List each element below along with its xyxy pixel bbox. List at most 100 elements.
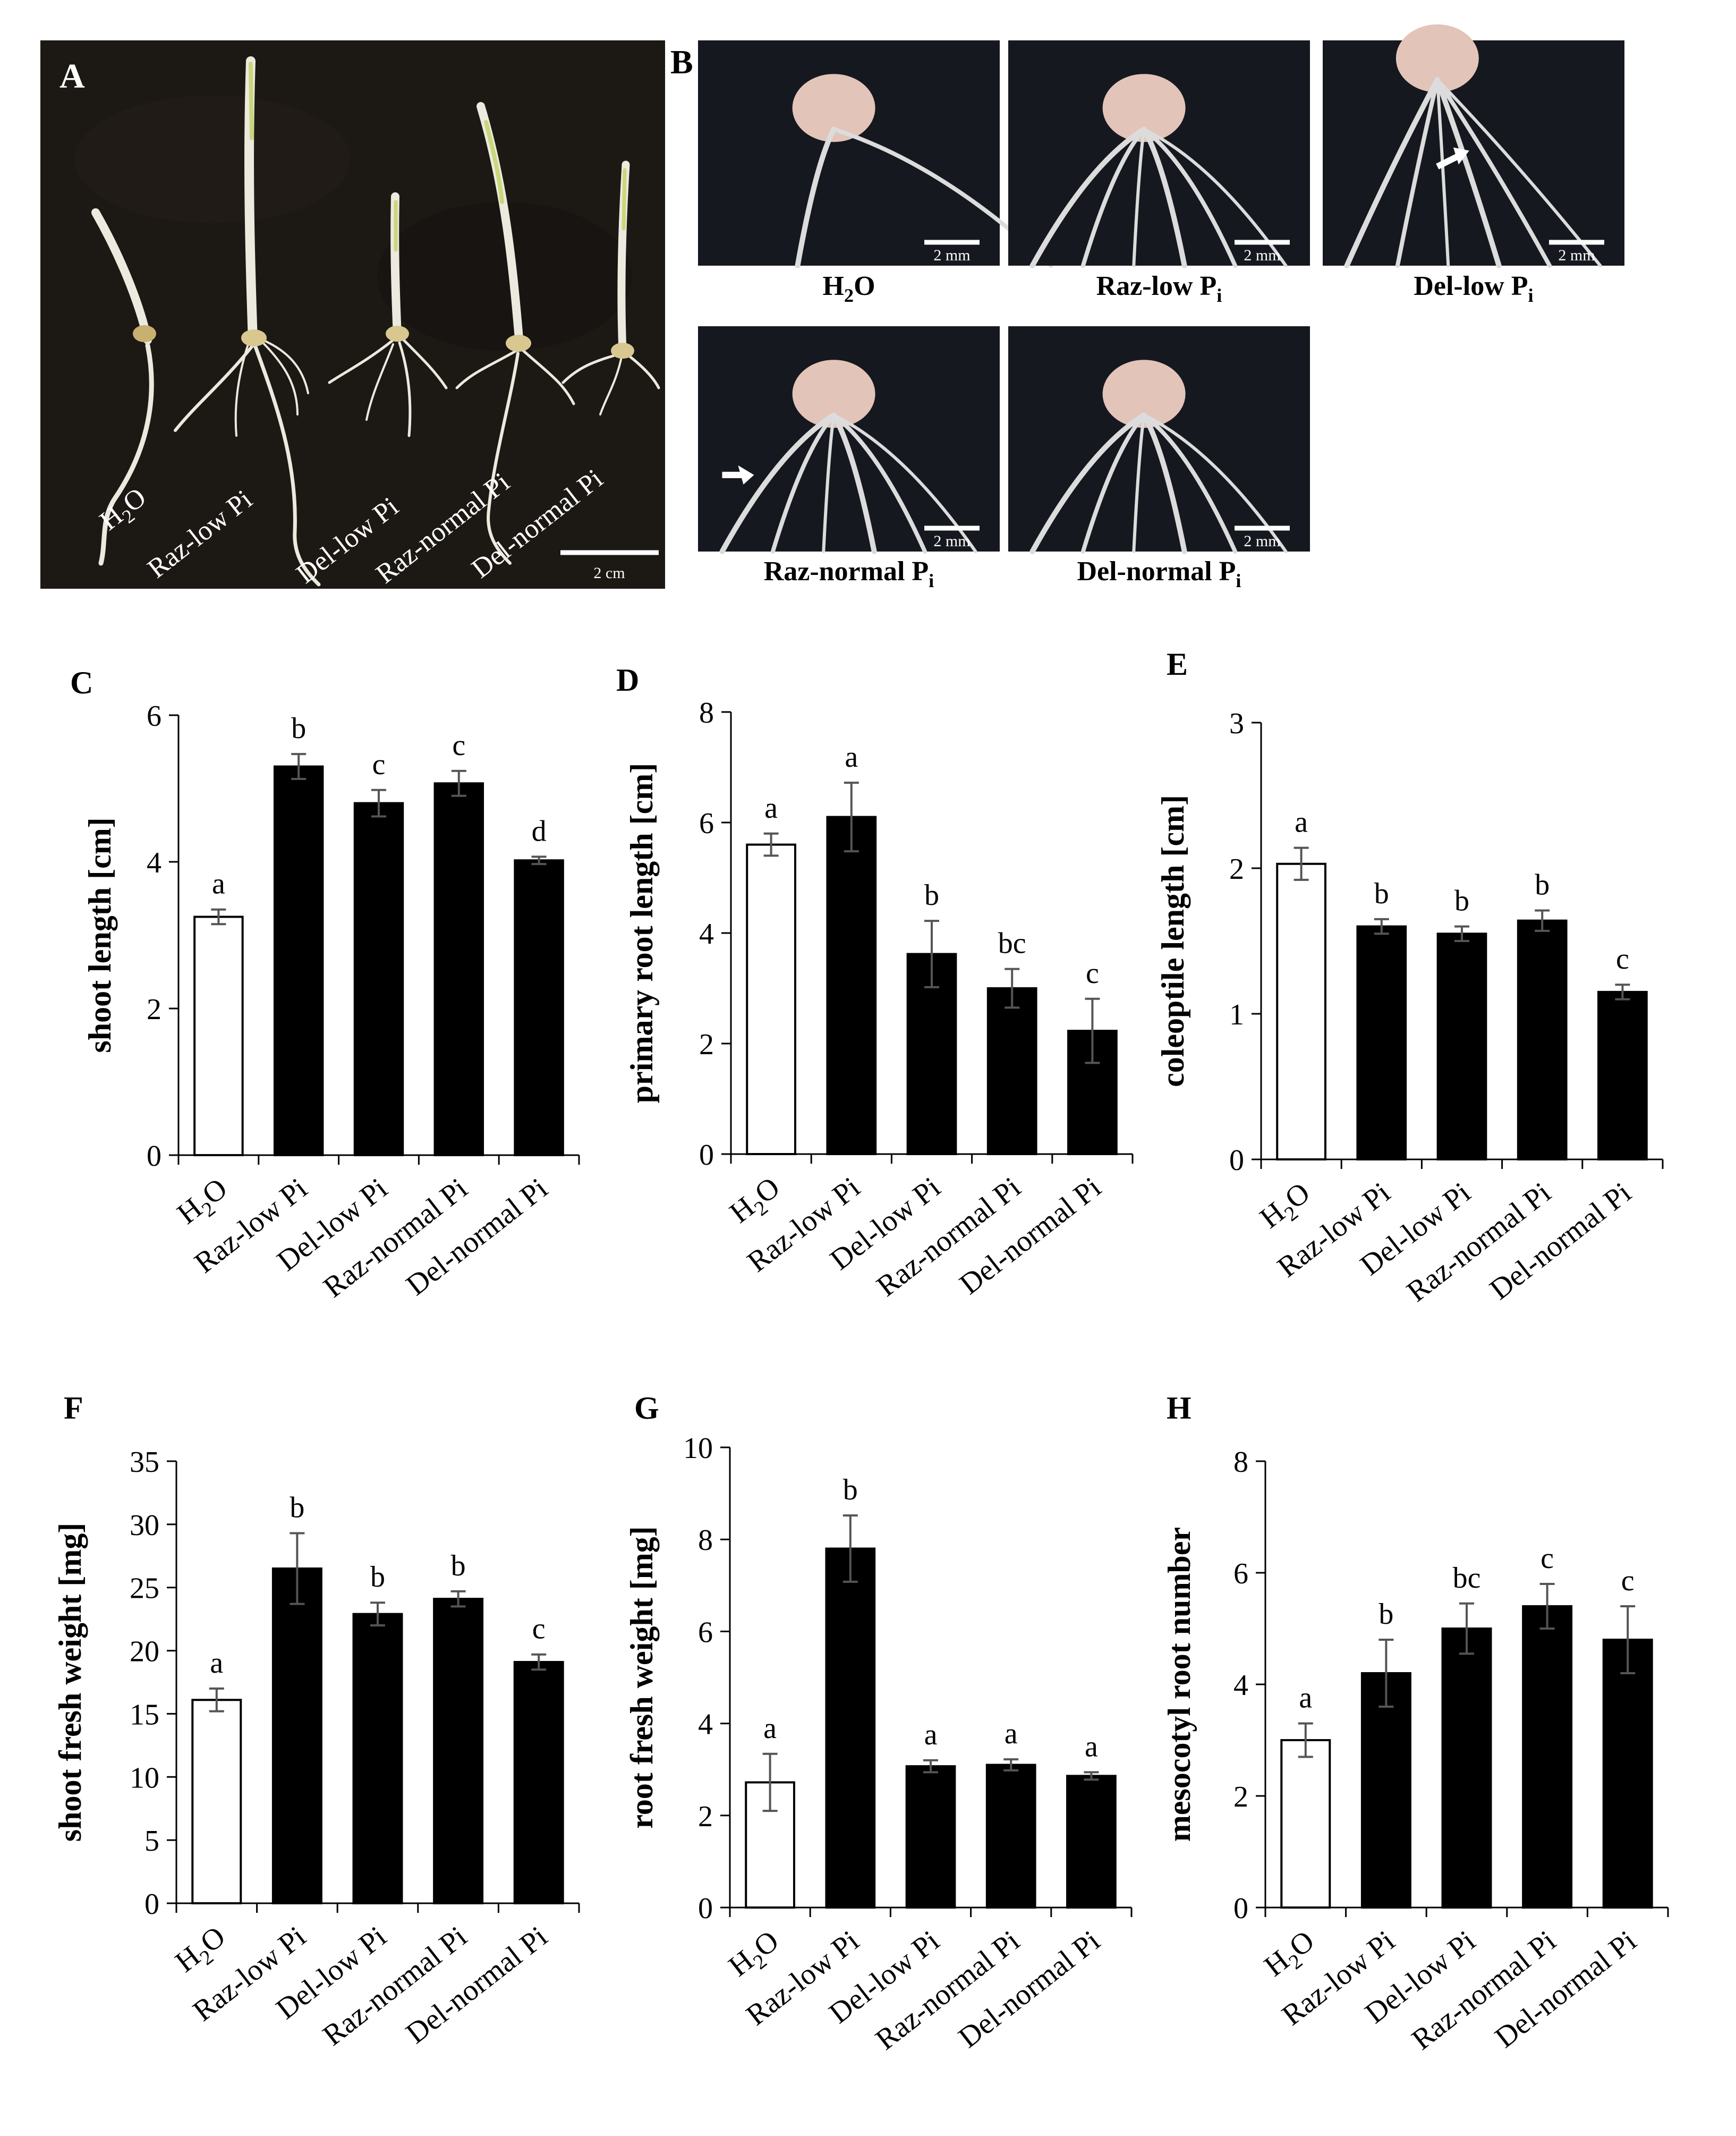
panel-b-tile: 2 mm Raz-low Pi <box>1008 40 1310 306</box>
seedling-h2o <box>91 208 156 566</box>
seedling-raz-normal-pi <box>455 102 575 565</box>
y-tick-label: 25 <box>130 1572 159 1605</box>
significance-letter: a <box>1299 1682 1312 1715</box>
significance-letter: b <box>370 1561 385 1593</box>
y-tick-label: 8 <box>699 697 714 730</box>
significance-letter: b <box>1374 877 1389 910</box>
significance-letter: d <box>532 815 547 847</box>
tile-photo-background <box>698 40 1000 266</box>
significance-letter: b <box>291 712 306 745</box>
y-tick-label: 2 <box>1233 1781 1248 1813</box>
panel-letter: H <box>1167 1391 1192 1426</box>
y-tick-label: 2 <box>1229 853 1244 886</box>
significance-letter: c <box>1086 957 1099 990</box>
y-tick-label: 5 <box>144 1825 159 1858</box>
y-tick-label: 6 <box>698 1616 713 1649</box>
bar <box>746 843 796 1155</box>
bar <box>191 1699 242 1905</box>
bar <box>1066 1775 1117 1909</box>
tile-photo-background <box>1323 40 1624 266</box>
bar <box>433 1598 484 1905</box>
seed-icon <box>1395 24 1479 92</box>
y-axis-title: mesocotyl root number <box>1162 1527 1197 1842</box>
bar <box>271 1567 322 1904</box>
y-tick-label: 2 <box>147 993 161 1026</box>
bar <box>193 916 244 1156</box>
y-tick-label: 0 <box>144 1888 159 1921</box>
tile-caption: Del-normal Pi <box>1077 556 1241 591</box>
y-tick-label: 2 <box>699 1028 714 1061</box>
panel-a-shadow-texture <box>74 96 351 223</box>
y-tick-label: 20 <box>130 1635 159 1668</box>
bar <box>825 1547 876 1909</box>
significance-letter: bc <box>998 927 1026 960</box>
significance-letter: b <box>451 1549 466 1582</box>
significance-letter: b <box>843 1473 858 1506</box>
tile-caption: Del-low Pi <box>1414 271 1533 306</box>
roots-icon <box>1344 77 1602 268</box>
tile-caption: H2O <box>822 271 875 306</box>
y-axis-title: shoot fresh weight [mg] <box>53 1523 88 1842</box>
y-tick-label: 4 <box>1233 1669 1248 1702</box>
bar <box>986 987 1037 1155</box>
panel-letter: E <box>1167 647 1188 682</box>
significance-letter: b <box>1535 868 1550 901</box>
significance-letter: c <box>452 729 465 762</box>
tile-scale-label: 2 mm <box>1558 247 1595 264</box>
seedling-del-low-pi <box>328 192 448 437</box>
y-tick-label: 2 <box>698 1800 713 1833</box>
y-tick-label: 0 <box>1229 1144 1244 1177</box>
y-tick-label: 1 <box>1229 998 1244 1031</box>
roots-icon <box>1029 126 1288 268</box>
y-tick-label: 4 <box>147 846 161 879</box>
significance-letter: a <box>763 1712 777 1745</box>
tile-scale-label: 2 mm <box>1244 532 1280 550</box>
y-tick-label: 4 <box>698 1708 713 1741</box>
y-axis-title: root fresh weight [mg] <box>624 1526 659 1828</box>
significance-letter: a <box>764 792 778 825</box>
y-tick-label: 8 <box>698 1524 713 1557</box>
significance-letter: b <box>924 879 939 912</box>
roots-icon <box>719 412 977 554</box>
panel-b-tile: 2 mm Del-low Pi <box>1323 24 1624 306</box>
y-tick-label: 3 <box>1229 707 1244 740</box>
bar <box>433 782 484 1156</box>
significance-letter: c <box>1616 943 1629 976</box>
bar <box>1602 1639 1653 1909</box>
bar <box>1360 1672 1411 1909</box>
seed-icon <box>1102 74 1186 142</box>
panel-b-tiles: 2 mm H2O 2 mm Raz-low Pi 2 mm Del-low Pi 2 mm R… <box>698 24 1624 591</box>
y-tick-label: 30 <box>130 1509 159 1542</box>
significance-letter: a <box>210 1647 223 1680</box>
significance-letter: a <box>1005 1717 1018 1750</box>
y-tick-label: 0 <box>147 1140 161 1173</box>
y-tick-label: 6 <box>147 700 161 733</box>
significance-letter: c <box>532 1613 546 1646</box>
y-tick-label: 15 <box>130 1698 159 1731</box>
bar <box>1517 919 1568 1160</box>
y-tick-label: 4 <box>699 918 714 951</box>
significance-letter: a <box>1295 806 1308 839</box>
panel-a-letter: A <box>59 57 85 96</box>
significance-letter: c <box>1541 1542 1554 1575</box>
y-axis-title: primary root length [cm] <box>624 763 659 1103</box>
significance-letter: bc <box>1453 1562 1481 1595</box>
panel-letter: D <box>616 663 639 698</box>
arrow-icon-head <box>738 465 754 485</box>
bar <box>273 765 324 1156</box>
significance-letter: a <box>1085 1730 1098 1763</box>
panel-b-letter: B <box>670 43 693 81</box>
roots-icon <box>1029 412 1288 554</box>
bar <box>826 816 877 1155</box>
panel-a-scale-label: 2 cm <box>593 564 625 582</box>
tile-scale-label: 2 mm <box>1244 247 1280 264</box>
